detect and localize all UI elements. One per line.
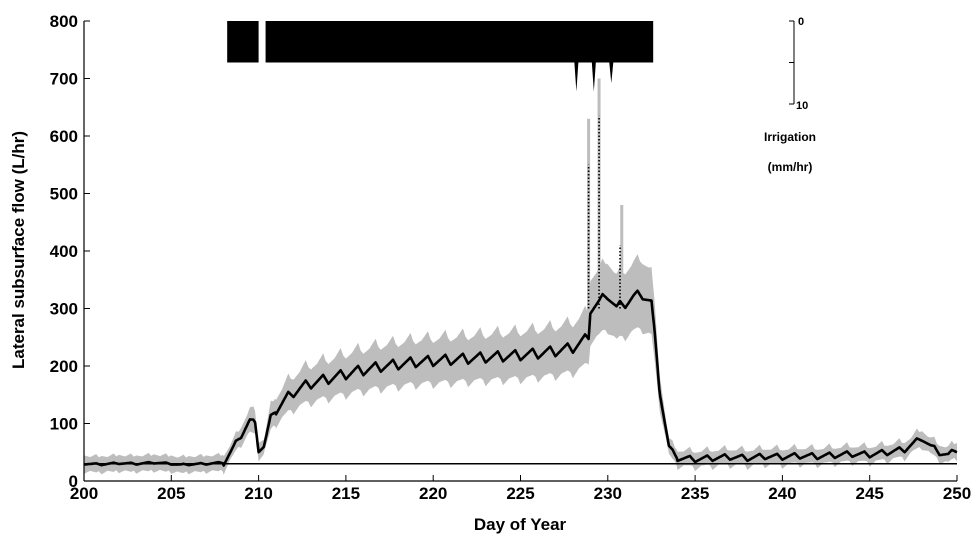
y-tick-label: 300 [50, 300, 78, 319]
x-tick-label: 225 [506, 484, 534, 503]
irrigation-bar [265, 21, 654, 63]
y-tick-label: 700 [50, 70, 78, 89]
irrigation-layer: 0 10 [227, 16, 808, 112]
x-tick-label: 245 [856, 484, 884, 503]
ticks-layer: 200 205 210 215 220 225 230 235 240 245 2500100200… [50, 12, 972, 503]
x-tick-label: 220 [419, 484, 447, 503]
y-tick-label: 200 [50, 357, 78, 376]
x-tick-label: 240 [768, 484, 796, 503]
x-tick-label: 235 [681, 484, 709, 503]
x-tick-label: 200 [70, 484, 98, 503]
x-axis-title: Day of Year [474, 515, 567, 534]
x-tick-label: 215 [332, 484, 360, 503]
irrigation-spike [609, 62, 614, 84]
axes-layer [83, 21, 957, 482]
x-tick-label: 230 [594, 484, 622, 503]
x-tick-label: 210 [244, 484, 272, 503]
y-tick-label: 400 [50, 242, 78, 261]
uncertainty-band-layer [84, 78, 957, 475]
flow-line-layer [83, 115, 958, 467]
irrigation-tick-label: 0 [798, 16, 804, 28]
flow-series-line [83, 289, 958, 467]
y-tick-label: 100 [50, 415, 78, 434]
irrigation-spike [591, 62, 596, 92]
y-tick-label: 600 [50, 127, 78, 146]
irrigation-unit-label: (mm/hr) [768, 160, 813, 174]
y-tick-label: 0 [69, 472, 78, 491]
x-tick-label: 250 [943, 484, 971, 503]
irrigation-tick-label: 10 [796, 100, 808, 112]
x-tick-label: 205 [157, 484, 185, 503]
irrigation-bar [227, 21, 259, 63]
y-tick-label: 500 [50, 185, 78, 204]
irrigation-label: Irrigation [764, 130, 816, 144]
y-axis-title: Lateral subsurface flow (L/hr) [9, 131, 28, 369]
irrigation-spike [574, 62, 579, 92]
y-tick-label: 800 [50, 12, 78, 31]
uncertainty-band [84, 254, 957, 475]
